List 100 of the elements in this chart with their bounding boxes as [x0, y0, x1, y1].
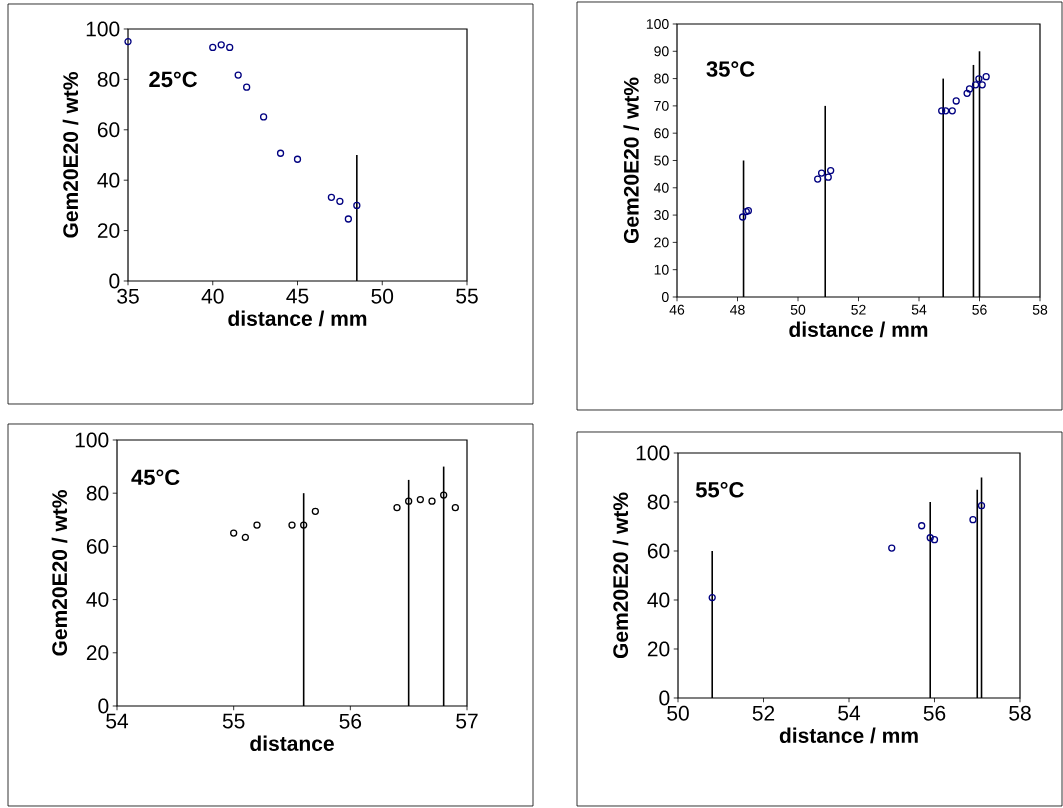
- y-axis-title: Gem20E20 / wt%: [51, 490, 68, 656]
- x-tick-label: 57: [456, 713, 478, 729]
- y-tick-label: 70: [654, 100, 669, 111]
- point: [918, 522, 926, 530]
- point: [814, 175, 822, 183]
- point: [982, 73, 990, 81]
- point: [930, 536, 939, 544]
- y-tick-label: 50: [654, 155, 669, 166]
- point: [276, 149, 285, 157]
- x-tick-label: 52: [752, 705, 775, 721]
- point: [230, 529, 238, 537]
- point: [948, 107, 956, 115]
- y-tick-label: 80: [86, 485, 109, 501]
- point: [978, 81, 986, 89]
- y-tick-label: 80: [97, 71, 120, 87]
- x-axis-title: distance / mm: [228, 310, 367, 327]
- point: [827, 166, 835, 175]
- y-tick-label: 10: [654, 264, 669, 275]
- x-axis-title: distance / mm: [779, 727, 918, 744]
- point: [405, 497, 413, 505]
- x-axis-title: distance / mm: [789, 321, 928, 338]
- point: [428, 497, 436, 505]
- x-axis-title: distance: [250, 735, 334, 751]
- point: [739, 213, 747, 221]
- point: [742, 207, 750, 216]
- point: [824, 173, 832, 181]
- point: [971, 81, 980, 89]
- annotation: 55°C: [695, 481, 744, 498]
- y-tick-label: 60: [86, 538, 109, 554]
- y-tick-label: 80: [647, 494, 670, 510]
- y-tick-label: 20: [97, 223, 120, 239]
- point: [963, 89, 971, 97]
- x-tick-label: 56: [972, 304, 987, 315]
- y-tick-label: 40: [97, 172, 120, 188]
- y-tick-label: 0: [98, 698, 109, 714]
- x-tick-label: 46: [669, 304, 685, 315]
- point: [817, 169, 826, 177]
- point: [344, 215, 352, 223]
- x-tick-label: 55: [222, 713, 245, 729]
- point: [259, 113, 268, 121]
- x-tick-label: 54: [911, 304, 927, 315]
- x-tick-label: 58: [1009, 705, 1031, 721]
- point: [300, 521, 308, 529]
- x-tick-label: 54: [838, 705, 861, 721]
- point: [124, 37, 132, 46]
- y-axis-title: Gem20E20 / wt%: [62, 72, 79, 238]
- y-tick-label: 100: [646, 19, 669, 29]
- point: [253, 521, 261, 529]
- y-tick-label: 40: [647, 592, 670, 608]
- point: [217, 41, 225, 49]
- point: [926, 534, 934, 542]
- point: [234, 71, 242, 79]
- y-tick-label: 100: [75, 432, 109, 448]
- annotation: 35°C: [706, 61, 755, 77]
- point: [975, 75, 983, 83]
- annotation: 45°C: [131, 469, 180, 486]
- y-tick-label: 40: [86, 592, 109, 608]
- point: [353, 201, 361, 210]
- x-tick-label: 52: [851, 304, 866, 315]
- y-tick-label: 60: [654, 128, 669, 139]
- x-tick-label: 35: [117, 288, 139, 304]
- point: [311, 507, 319, 515]
- x-tick-label: 54: [106, 713, 129, 729]
- y-axis-title: Gem20E20 / wt%: [612, 492, 629, 659]
- point: [952, 97, 960, 105]
- point: [888, 544, 896, 552]
- point: [336, 197, 344, 206]
- point: [708, 593, 716, 602]
- point: [440, 491, 448, 499]
- point: [393, 503, 401, 512]
- point: [241, 533, 249, 541]
- x-tick-label: 56: [923, 705, 946, 721]
- y-tick-label: 90: [654, 46, 669, 57]
- x-tick-label: 50: [371, 288, 394, 304]
- point: [288, 521, 296, 529]
- y-tick-label: 100: [86, 21, 120, 37]
- y-tick-label: 0: [659, 690, 670, 706]
- point: [744, 207, 753, 215]
- x-tick-label: 45: [286, 288, 309, 304]
- y-tick-label: 40: [653, 182, 669, 193]
- point: [451, 503, 459, 512]
- point: [969, 515, 977, 524]
- x-tick-label: 48: [730, 304, 745, 315]
- y-tick-label: 60: [97, 122, 120, 138]
- x-tick-label: 40: [201, 288, 224, 304]
- y-tick-label: 80: [654, 73, 669, 84]
- annotation: 25°C: [149, 71, 198, 88]
- point: [209, 43, 217, 52]
- y-tick-label: 100: [636, 445, 670, 461]
- point: [327, 193, 336, 201]
- y-tick-label: 0: [109, 273, 120, 289]
- point: [977, 502, 986, 510]
- y-tick-label: 60: [647, 543, 670, 559]
- point: [293, 155, 302, 163]
- y-tick-label: 30: [654, 210, 669, 221]
- x-tick-label: 56: [339, 713, 362, 729]
- x-tick-label: 58: [1032, 304, 1048, 315]
- point: [416, 495, 424, 504]
- point: [226, 43, 234, 52]
- y-tick-label: 0: [661, 292, 669, 302]
